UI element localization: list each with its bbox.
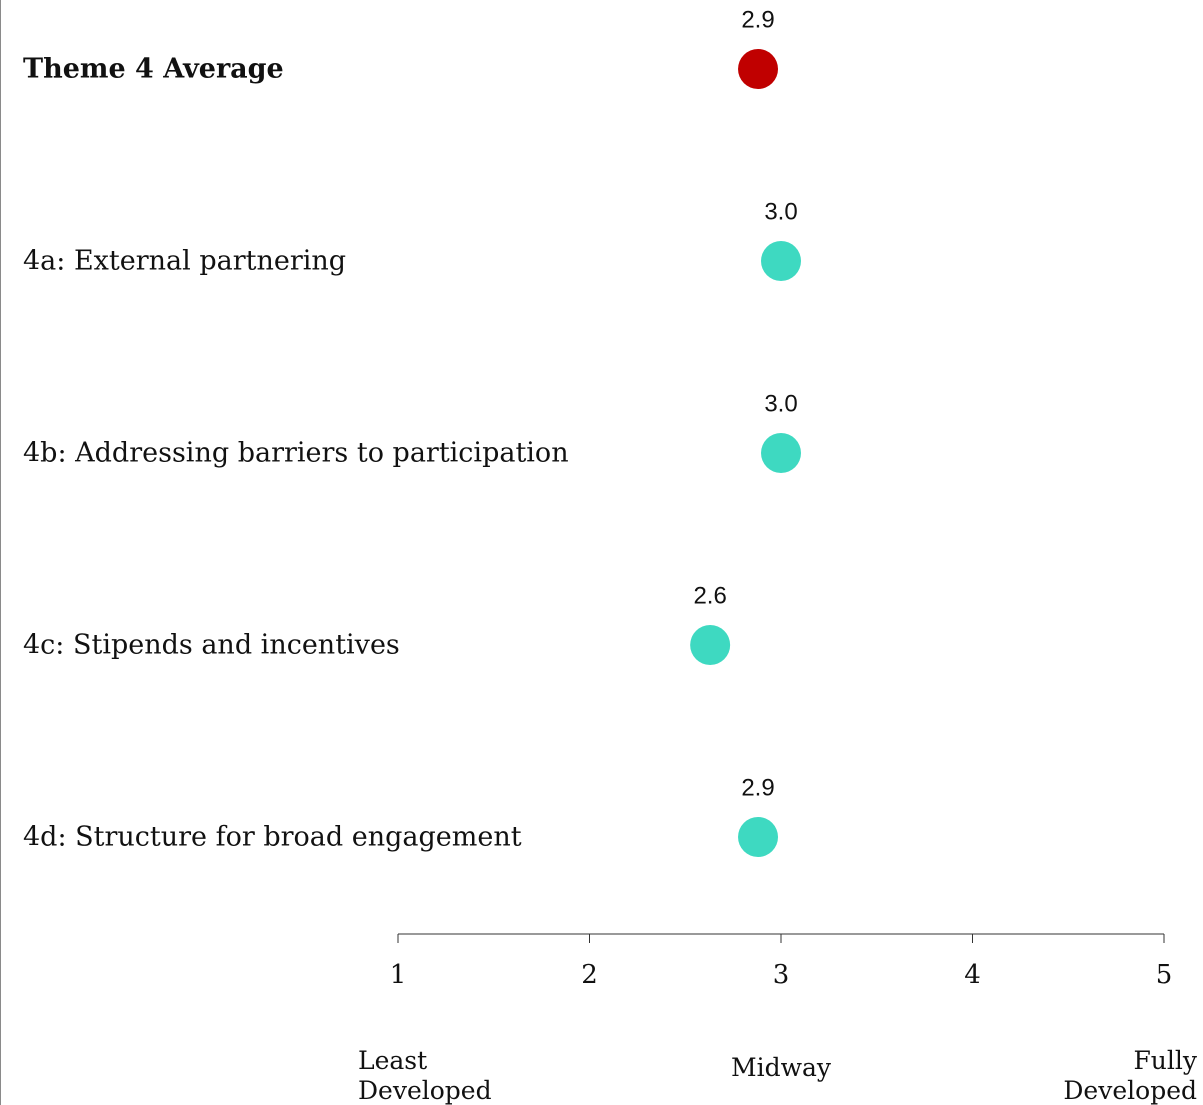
x-tick-label-2: 2 [581, 960, 598, 990]
value-label-4d-structure-for-broad-engagement: 2.9 [741, 775, 774, 802]
scale-labels: Least Developed Midway Fully Developed [358, 1046, 1198, 1105]
scale-label-least-developed: Least Developed [358, 1046, 492, 1105]
row-label-theme-4-average: Theme 4 Average [23, 54, 284, 85]
row-label-4d-structure-for-broad-engagement: 4d: Structure for broad engagement [23, 822, 522, 853]
row-label-4a-external-partnering: 4a: External partnering [23, 246, 346, 277]
dot-4a-external-partnering [761, 241, 801, 281]
value-label-4b-addressing-barriers-to-participation: 3.0 [764, 391, 797, 418]
dot-4c-stipends-and-incentives [690, 625, 731, 665]
x-axis: 1 2 3 4 5 [390, 933, 1173, 990]
x-tick-label-5: 5 [1156, 960, 1173, 990]
dot-4d-structure-for-broad-engagement [738, 817, 779, 857]
left-border-line [0, 0, 1, 1105]
row-label-4c-stipends-and-incentives: 4c: Stipends and incentives [23, 630, 400, 661]
value-label-theme-4-average: 2.9 [741, 7, 774, 34]
row-label-4b-addressing-barriers-to-participation: 4b: Addressing barriers to participation [23, 438, 569, 469]
rows-layer: Theme 4 Average 2.9 4a: External partnerin… [23, 7, 801, 857]
x-tick-label-3: 3 [773, 960, 790, 990]
scale-label-fully-developed: Fully Developed [1063, 1046, 1197, 1105]
value-label-4c-stipends-and-incentives: 2.6 [693, 583, 726, 610]
dot-theme-4-average [738, 49, 779, 89]
x-tick-label-1: 1 [390, 960, 407, 990]
dot-4b-addressing-barriers-to-participation [761, 433, 801, 473]
value-label-4a-external-partnering: 3.0 [764, 199, 797, 226]
x-tick-label-4: 4 [964, 960, 981, 990]
scale-label-midway: Midway [731, 1053, 832, 1082]
